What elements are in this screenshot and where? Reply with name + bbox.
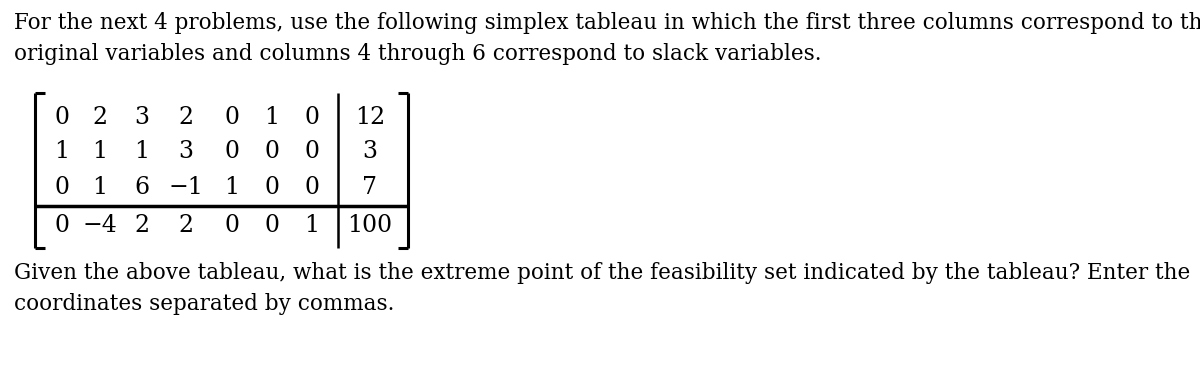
Text: 1: 1 <box>92 176 108 199</box>
Text: 0: 0 <box>224 141 240 164</box>
Text: 1: 1 <box>134 141 150 164</box>
Text: 3: 3 <box>179 141 193 164</box>
Text: 0: 0 <box>224 214 240 237</box>
Text: 7: 7 <box>362 176 378 199</box>
Text: 3: 3 <box>134 106 150 129</box>
Text: 0: 0 <box>264 141 280 164</box>
Text: 1: 1 <box>264 106 280 129</box>
Text: 6: 6 <box>134 176 150 199</box>
Text: 0: 0 <box>305 106 319 129</box>
Text: 1: 1 <box>54 141 70 164</box>
Text: 0: 0 <box>305 141 319 164</box>
Text: 0: 0 <box>264 176 280 199</box>
Text: 0: 0 <box>54 176 70 199</box>
Text: 2: 2 <box>134 214 150 237</box>
Text: 2: 2 <box>179 214 193 237</box>
Text: −4: −4 <box>83 214 118 237</box>
Text: 1: 1 <box>92 141 108 164</box>
Text: 2: 2 <box>92 106 108 129</box>
Text: 0: 0 <box>224 106 240 129</box>
Text: 2: 2 <box>179 106 193 129</box>
Text: 3: 3 <box>362 141 378 164</box>
Text: 0: 0 <box>264 214 280 237</box>
Text: 12: 12 <box>355 106 385 129</box>
Text: 1: 1 <box>305 214 319 237</box>
Text: 0: 0 <box>54 214 70 237</box>
Text: 1: 1 <box>224 176 240 199</box>
Text: For the next 4 problems, use the following simplex tableau in which the first th: For the next 4 problems, use the followi… <box>14 12 1200 65</box>
Text: 0: 0 <box>305 176 319 199</box>
Text: −1: −1 <box>168 176 204 199</box>
Text: Given the above tableau, what is the extreme point of the feasibility set indica: Given the above tableau, what is the ext… <box>14 262 1190 315</box>
Text: 0: 0 <box>54 106 70 129</box>
Text: 100: 100 <box>348 214 392 237</box>
